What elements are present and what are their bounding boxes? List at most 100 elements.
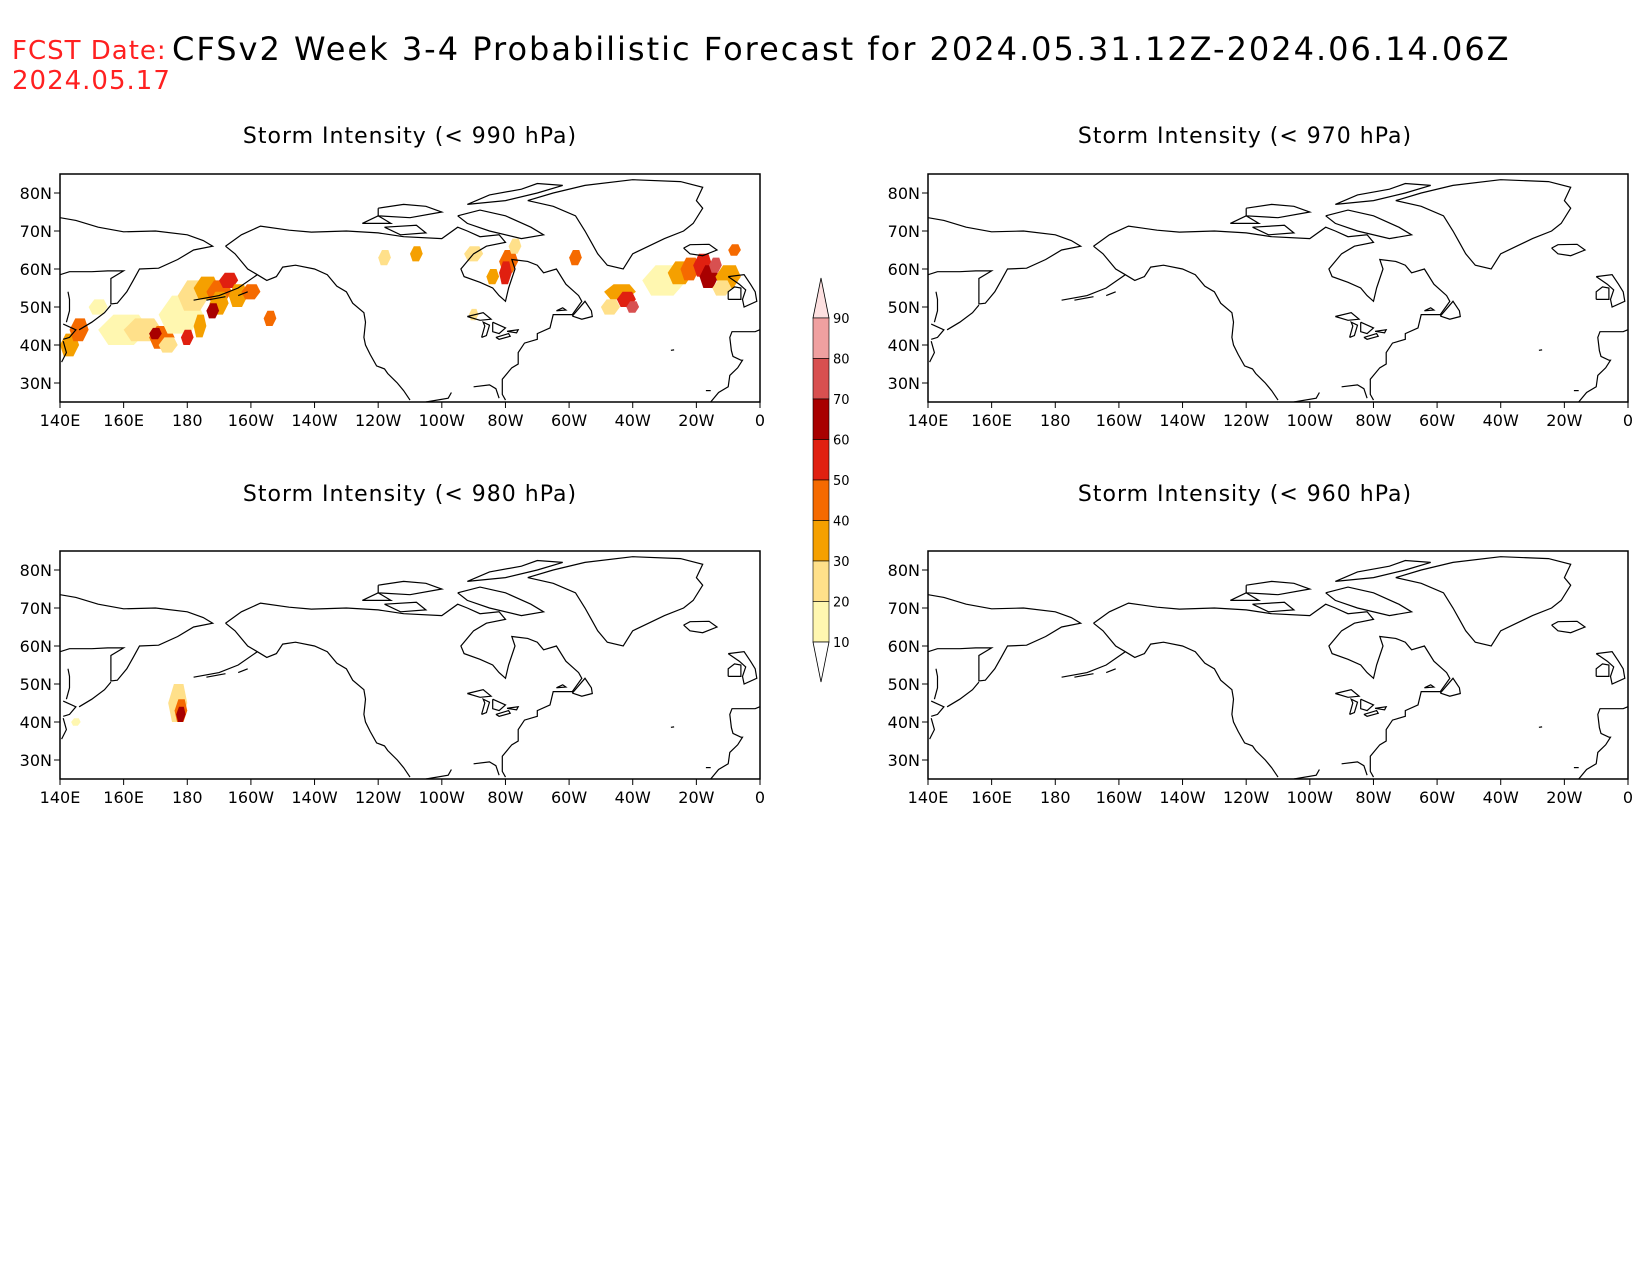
lat-tick-label: 70N	[888, 599, 920, 618]
colorbar-label: 30	[833, 555, 850, 570]
probability-patch	[206, 303, 220, 319]
lat-tick-label: 50N	[20, 298, 52, 317]
lon-tick-label: 140E	[908, 411, 949, 430]
lat-tick-label: 80N	[20, 184, 52, 203]
colorbar-label: 10	[833, 636, 850, 651]
probability-patch	[712, 280, 732, 296]
lat-tick-label: 30N	[20, 751, 52, 770]
lon-tick-label: 80W	[487, 411, 523, 430]
lon-tick-label: 40W	[1483, 788, 1519, 807]
lon-tick-label: 180	[1040, 788, 1071, 807]
fcst-date-value: 2024.05.17	[12, 66, 171, 96]
lon-tick-label: 80W	[487, 788, 523, 807]
lon-tick-label: 120W	[1223, 788, 1270, 807]
lon-tick-label: 0	[755, 411, 765, 430]
lat-tick-label: 60N	[888, 260, 920, 279]
panel-title-980: Storm Intensity (< 980 hPa)	[242, 482, 578, 507]
lat-tick-label: 60N	[20, 260, 52, 279]
probability-patch	[88, 299, 108, 315]
lon-tick-label: 100W	[419, 411, 466, 430]
lat-tick-label: 40N	[20, 713, 52, 732]
lon-tick-label: 100W	[1287, 411, 1334, 430]
colorbar-top-triangle	[812, 277, 830, 319]
map-frame	[927, 550, 1629, 780]
fcst-date-label: FCST Date:	[12, 36, 167, 66]
lat-tick-label: 70N	[20, 599, 52, 618]
map-frame	[59, 173, 761, 403]
lon-tick-label: 60W	[1419, 788, 1455, 807]
map-frame	[927, 173, 1629, 403]
lon-tick-label: 160W	[228, 788, 275, 807]
lon-tick-label: 160E	[103, 411, 144, 430]
probability-patch	[180, 329, 194, 345]
lat-tick-label: 30N	[888, 374, 920, 393]
lon-tick-label: 140W	[1159, 788, 1206, 807]
colorbar-segment	[812, 358, 830, 400]
lon-tick-label: 0	[1623, 788, 1633, 807]
lon-tick-label: 160W	[1096, 411, 1143, 430]
lon-tick-label: 160W	[1096, 788, 1143, 807]
colorbar-label: 70	[833, 393, 850, 408]
colorbar-label: 60	[833, 434, 850, 449]
colorbar-segment	[812, 479, 830, 521]
lon-tick-label: 60W	[1419, 411, 1455, 430]
map-panel-3: 80N 70N 60N 50N 40N 30N 140E 160E 180 160W 140W 120…	[888, 550, 1633, 807]
lon-tick-label: 140W	[1159, 411, 1206, 430]
lon-tick-label: 20W	[678, 788, 714, 807]
colorbar-segment	[812, 560, 830, 602]
probability-patch	[241, 284, 261, 300]
coastlines	[928, 179, 1628, 402]
colorbar: 90 80 70 60 50 40 30 20 10	[812, 277, 850, 683]
colorbar-label: 90	[833, 312, 850, 327]
colorbar-segment	[812, 601, 830, 643]
panel-title-990: Storm Intensity (< 990 hPa)	[242, 124, 578, 149]
probability-patch	[176, 706, 186, 722]
lon-tick-label: 160E	[971, 411, 1012, 430]
lat-tick-label: 50N	[888, 298, 920, 317]
colorbar-label: 20	[833, 596, 850, 611]
lon-tick-label: 140E	[908, 788, 949, 807]
lon-tick-label: 100W	[1287, 788, 1334, 807]
panel-title-960: Storm Intensity (< 960 hPa)	[1077, 482, 1413, 507]
lon-tick-label: 140W	[291, 788, 338, 807]
lon-tick-label: 160W	[228, 411, 275, 430]
lon-tick-label: 180	[172, 411, 203, 430]
probability-patch	[728, 244, 741, 256]
lon-tick-label: 180	[172, 788, 203, 807]
probability-patch	[193, 314, 207, 338]
lon-tick-label: 20W	[1546, 788, 1582, 807]
colorbar-segment	[812, 317, 830, 359]
colorbar-segment	[812, 520, 830, 562]
panel-title-970: Storm Intensity (< 970 hPa)	[1077, 124, 1413, 149]
probability-patch	[508, 238, 522, 254]
map-panel-1: 80N 70N 60N 50N 40N 30N 140E 160E 180 160W 140W 120…	[888, 173, 1633, 430]
probability-patch	[499, 261, 512, 285]
figure-title: CFSv2 Week 3-4 Probabilistic Forecast fo…	[172, 30, 1511, 68]
probability-patch	[410, 246, 423, 262]
lon-tick-label: 40W	[615, 411, 651, 430]
lat-tick-label: 40N	[888, 336, 920, 355]
lat-tick-label: 80N	[20, 561, 52, 580]
lat-tick-label: 30N	[888, 751, 920, 770]
lat-tick-label: 30N	[20, 374, 52, 393]
map-frame	[59, 550, 761, 780]
lon-tick-label: 40W	[615, 788, 651, 807]
lon-tick-label: 140E	[40, 788, 81, 807]
probability-patch	[600, 299, 620, 315]
lon-tick-label: 120W	[1223, 411, 1270, 430]
lon-tick-label: 60W	[551, 788, 587, 807]
colorbar-segment	[812, 398, 830, 440]
lat-tick-label: 70N	[888, 222, 920, 241]
probability-patch	[71, 718, 81, 726]
lon-tick-label: 160E	[971, 788, 1012, 807]
lat-tick-label: 60N	[20, 637, 52, 656]
lon-tick-label: 120W	[355, 788, 402, 807]
lon-tick-label: 160E	[103, 788, 144, 807]
lon-tick-label: 20W	[678, 411, 714, 430]
lon-tick-label: 80W	[1355, 411, 1391, 430]
lat-tick-label: 60N	[888, 637, 920, 656]
probability-patch	[219, 272, 239, 288]
colorbar-label: 40	[833, 515, 850, 530]
lon-tick-label: 20W	[1546, 411, 1582, 430]
lon-tick-label: 40W	[1483, 411, 1519, 430]
